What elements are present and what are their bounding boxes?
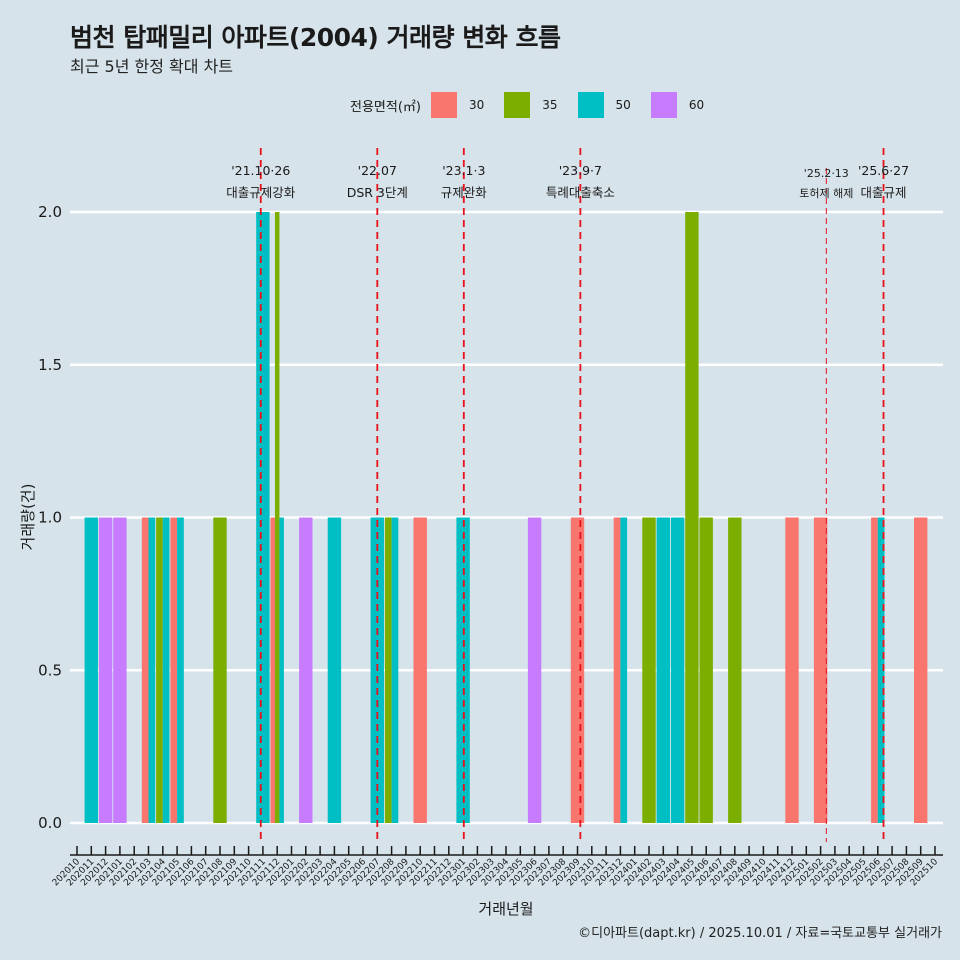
- bar-202210-30: [413, 517, 427, 823]
- bar-202506-50: [877, 517, 885, 823]
- bar-202405-35: [685, 212, 699, 823]
- annotation-date: '25.6·27: [858, 163, 909, 178]
- annotation-date: '23.1·3: [442, 163, 485, 178]
- bar-202105-50: [177, 517, 184, 823]
- bar-202112-35: [274, 212, 280, 823]
- bar-202101-60: [113, 517, 127, 823]
- annotation-label: 토허제 해제: [799, 186, 853, 200]
- chart-subtitle: 최근 5년 한정 확대 차트: [70, 57, 234, 76]
- legend-label-35: 35: [542, 98, 558, 112]
- bar-202312-50: [620, 517, 628, 823]
- y-tick-label: 0.5: [38, 661, 62, 679]
- legend-key-35: [504, 92, 531, 118]
- bar-202104-50: [162, 517, 170, 823]
- annotation-date: '21.10·26: [231, 163, 290, 178]
- source-caption: ©디아파트(dapt.kr) / 2025.10.01 / 자료=국토교통부 실…: [578, 926, 942, 941]
- y-axis-title: 거래량(건): [19, 484, 37, 551]
- annotation-lines: [259, 148, 885, 842]
- bar-202204-50: [327, 517, 342, 823]
- bar-202402-35: [642, 517, 656, 823]
- legend-key-60: [650, 92, 677, 118]
- annotation-labels: '21.10·26 대출규제강화 '22.07 DSR 3단계 '23.1·3 규제완화 '…: [226, 163, 909, 200]
- bar-202506-30: [871, 517, 878, 823]
- bar-202403-50: [656, 517, 670, 823]
- grid-lines: [70, 210, 943, 825]
- bar-202309-30: [570, 517, 585, 823]
- bar-202011-50: [84, 517, 98, 823]
- annotation-date: '25.2·13: [804, 167, 849, 180]
- legend: 전용면적(㎡) 30 35 50 60: [350, 92, 724, 118]
- annotation-label: 특례대출축소: [546, 185, 615, 200]
- bar-202108-35: [213, 517, 227, 823]
- bar-202103-30: [141, 517, 149, 823]
- annotation-label: 대출규제강화: [226, 185, 296, 200]
- x-axis-title: 거래년월: [478, 900, 533, 918]
- bar-202105-30: [170, 517, 178, 823]
- legend-key-50: [577, 92, 604, 118]
- legend-key-30: [430, 92, 457, 118]
- bar-202502-30: [813, 517, 828, 823]
- bar-202509-30: [914, 517, 928, 823]
- annotation-label: 대출규제: [861, 185, 907, 200]
- bar-202111-50: [256, 212, 270, 823]
- bar-202104-35: [156, 517, 163, 823]
- annotation-label: DSR 3단계: [347, 185, 408, 200]
- y-axis: 0.0 0.5 1.0 1.5 2.0: [38, 203, 62, 832]
- annotation-date: '23.9·7: [559, 163, 602, 178]
- bar-202408-35: [728, 517, 742, 823]
- bar-202404-50: [670, 517, 685, 823]
- bar-202112-30: [270, 517, 275, 823]
- bar-202312-30: [613, 517, 621, 823]
- y-tick-label: 0.0: [38, 814, 62, 832]
- bar-202412-30: [785, 517, 799, 823]
- annotation-label: 규제완화: [441, 185, 488, 200]
- y-tick-label: 1.5: [38, 356, 62, 374]
- chart-title: 범천 탑패밀리 아파트(2004) 거래량 변화 흐름: [70, 23, 561, 52]
- y-tick-label: 1.0: [38, 509, 62, 527]
- y-tick-label: 2.0: [38, 203, 62, 221]
- legend-title: 전용면적(㎡): [350, 99, 421, 115]
- bar-202208-50: [391, 517, 399, 823]
- legend-label-30: 30: [468, 98, 485, 112]
- bar-202103-50: [148, 517, 156, 823]
- annotation-date: '22.07: [358, 163, 397, 178]
- bar-202208-35: [384, 517, 392, 823]
- legend-label-50: 50: [615, 98, 631, 112]
- legend-label-60: 60: [688, 98, 705, 112]
- bar-202112-50: [279, 517, 284, 823]
- bar-202306-60: [527, 517, 542, 823]
- bar-202202-60: [299, 517, 313, 823]
- bar-202406-35: [699, 517, 713, 823]
- bar-202012-60: [98, 517, 113, 823]
- x-axis: 2020102020112020122021012021022021032021…: [51, 846, 943, 888]
